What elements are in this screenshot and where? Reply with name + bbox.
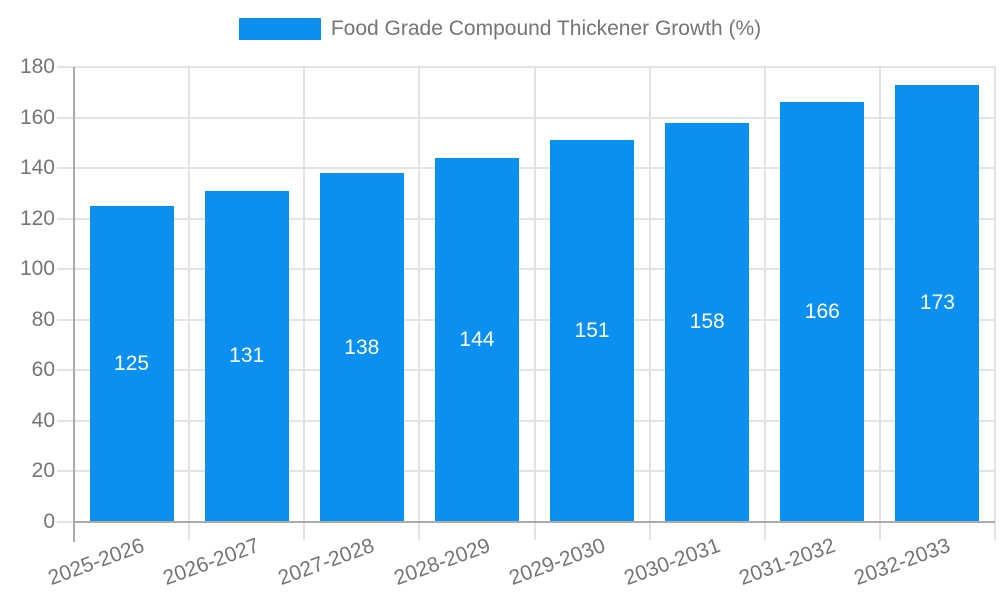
bar-value-label: 173 [919, 291, 955, 315]
x-gridline [533, 67, 536, 522]
bar[interactable] [319, 173, 404, 521]
x-gridline [188, 67, 191, 522]
y-gridline [57, 318, 995, 321]
x-axis-label: 2032-2033 [851, 534, 954, 590]
bar[interactable] [434, 158, 519, 521]
y-axis-label: 60 [31, 358, 55, 382]
legend-label: Food Grade Compound Thickener Growth (%) [330, 17, 762, 40]
bar-value-label: 166 [804, 300, 840, 324]
y-gridline [57, 167, 995, 170]
x-axis-label: 2027-2028 [275, 534, 378, 590]
x-tick [303, 522, 306, 540]
x-tick [648, 522, 651, 540]
y-axis-line [73, 67, 75, 542]
y-axis-label: 160 [19, 105, 55, 129]
bar[interactable] [550, 140, 635, 521]
x-tick [533, 522, 536, 540]
x-tick [994, 522, 996, 540]
bar-value-label: 131 [229, 344, 265, 368]
legend-swatch[interactable] [238, 18, 321, 40]
bar-value-label: 125 [114, 352, 150, 375]
y-gridline [57, 419, 995, 422]
x-axis-label: 2029-2030 [505, 534, 608, 590]
y-gridline [57, 66, 995, 68]
x-axis-label: 2026-2027 [160, 534, 263, 590]
bar[interactable] [204, 190, 289, 521]
x-axis-label: 2031-2032 [735, 534, 839, 590]
bar[interactable] [780, 102, 865, 521]
bar-value-label: 144 [459, 328, 495, 351]
x-tick [878, 522, 881, 540]
y-gridline [57, 268, 995, 271]
bar-value-label: 151 [574, 319, 610, 343]
bar[interactable] [665, 122, 750, 521]
x-axis-label: 2025-2026 [45, 534, 148, 590]
x-tick [188, 522, 191, 540]
y-axis-label: 20 [31, 459, 55, 483]
x-tick [418, 522, 421, 540]
x-axis-label: 2028-2029 [390, 534, 493, 590]
y-axis-label: 0 [43, 510, 55, 533]
x-gridline [418, 67, 421, 522]
y-axis-label: 120 [19, 206, 55, 230]
y-axis-label: 100 [19, 257, 55, 281]
x-gridline [763, 67, 766, 522]
y-gridline [57, 369, 995, 372]
bar[interactable] [89, 206, 174, 521]
y-axis-label: 40 [31, 408, 55, 432]
y-axis-label: 140 [19, 156, 55, 180]
x-axis-line [73, 521, 995, 523]
y-gridline [57, 116, 995, 119]
x-gridline [303, 67, 306, 522]
x-gridline [878, 67, 881, 522]
y-axis-label: 80 [31, 307, 55, 331]
x-axis-label: 2030-2031 [620, 534, 724, 590]
bar-value-label: 138 [344, 335, 380, 359]
x-gridline [648, 67, 651, 522]
y-gridline [57, 470, 995, 473]
y-gridline [57, 217, 995, 220]
y-tick [57, 521, 74, 523]
legend[interactable]: Food Grade Compound Thickener Growth (%) [0, 14, 1000, 44]
bar[interactable] [895, 84, 980, 521]
bar-value-label: 158 [689, 310, 725, 334]
x-gridline [994, 67, 996, 522]
y-axis-label: 180 [19, 55, 55, 78]
x-tick [763, 522, 766, 540]
